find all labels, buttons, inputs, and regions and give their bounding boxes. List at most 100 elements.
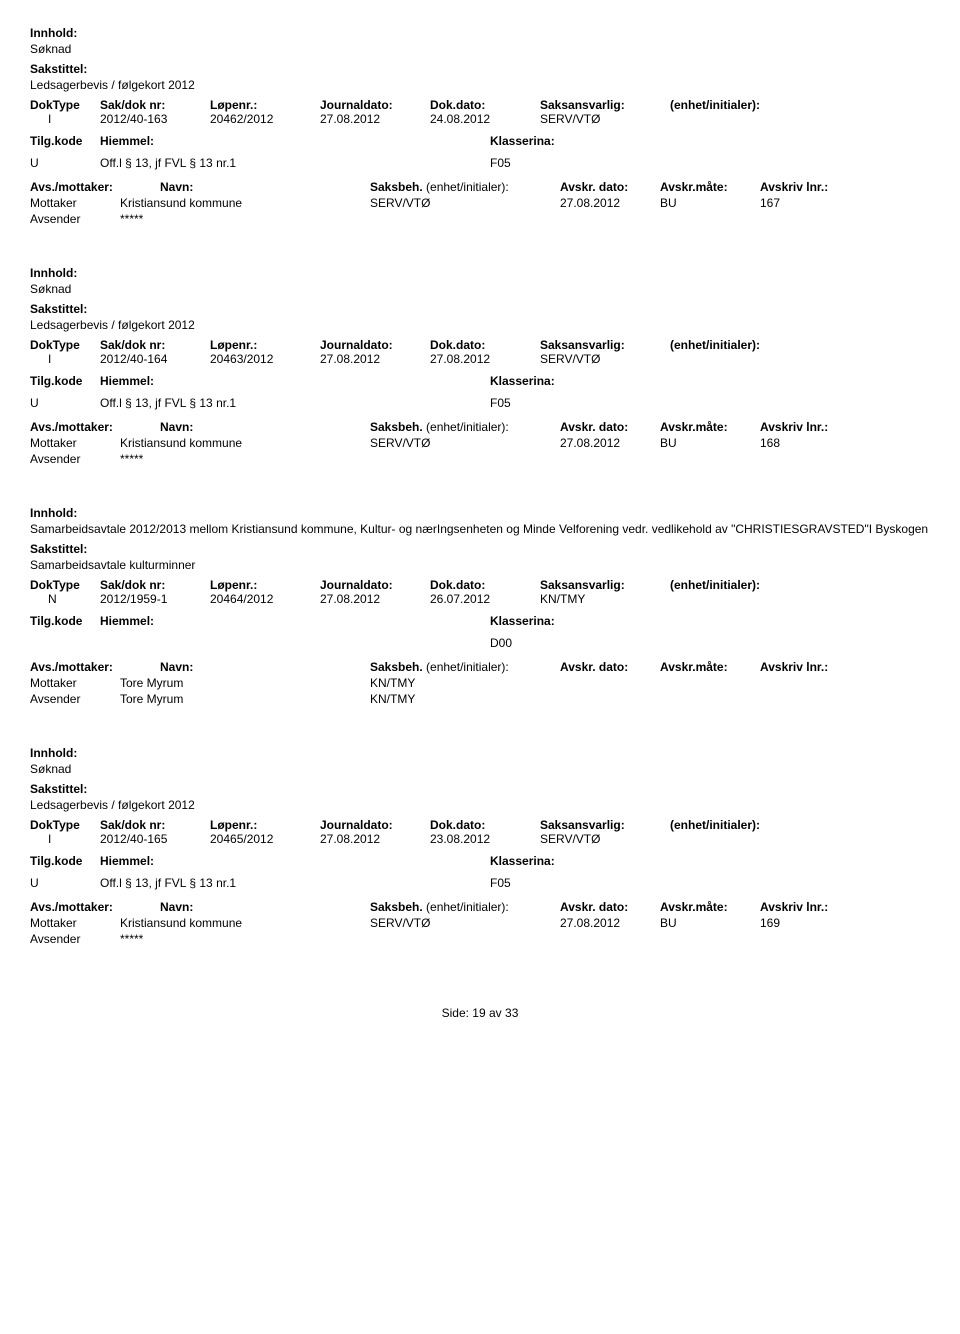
val-dokdato: 27.08.2012	[430, 352, 540, 366]
hdr-enhet-init: (enhet/initialer):	[670, 578, 810, 592]
hdr-hjemmel: Hiemmel:	[100, 614, 490, 628]
hdr-dokdato: Dok.dato:	[430, 578, 540, 592]
val-doktype: I	[30, 112, 100, 126]
party-avskriv-lnr: 168	[760, 436, 860, 450]
hdr-journaldato: Journaldato:	[320, 578, 430, 592]
hdr-dokdato: Dok.dato:	[430, 98, 540, 112]
val-klassering: D00	[490, 636, 610, 650]
hdr-avskr-dato: Avskr. dato:	[560, 420, 660, 434]
hdr-sakdok: Sak/dok nr:	[100, 818, 210, 832]
party-row: Avsender Tore Myrum KN/TMY	[30, 692, 930, 706]
sakstittel-label: Sakstittel:	[30, 62, 930, 76]
val-hjemmel	[100, 636, 490, 650]
hdr-doktype: DokType	[30, 818, 100, 832]
hdr-saksansvarlig: Saksansvarlig:	[540, 98, 670, 112]
hdr-avskriv-lnr: Avskriv lnr.:	[760, 420, 860, 434]
val-sakdok: 2012/40-165	[100, 832, 210, 846]
avsmott-header-row: Avs./mottaker: Navn: Saksbeh. (enhet/ini…	[30, 420, 930, 434]
party-avskriv-lnr: 169	[760, 916, 860, 930]
party-saksbeh: SERV/VTØ	[370, 436, 560, 450]
party-saksbeh	[370, 932, 560, 946]
tilg-data-row: U Off.l § 13, jf FVL § 13 nr.1 F05	[30, 876, 930, 890]
val-klassering: F05	[490, 876, 610, 890]
val-saksansvarlig: SERV/VTØ	[540, 832, 670, 846]
party-saksbeh: KN/TMY	[370, 676, 560, 690]
hdr-klassering: Klasserina:	[490, 134, 610, 148]
hdr-enhet-init: (enhet/initialer):	[670, 818, 810, 832]
val-saksansvarlig: SERV/VTØ	[540, 112, 670, 126]
doc-data-row: I 2012/40-164 20463/2012 27.08.2012 27.0…	[30, 352, 930, 366]
footer-side-label: Side:	[442, 1006, 469, 1020]
hdr-avsmottaker: Avs./mottaker:	[30, 420, 160, 434]
val-klassering: F05	[490, 156, 610, 170]
val-hjemmel: Off.l § 13, jf FVL § 13 nr.1	[100, 876, 490, 890]
party-avskr-mate	[660, 452, 760, 466]
doc-data-row: I 2012/40-163 20462/2012 27.08.2012 24.0…	[30, 112, 930, 126]
hdr-navn: Navn:	[160, 900, 370, 914]
hdr-saksbeh: Saksbeh. (enhet/initialer):	[370, 180, 560, 194]
tilg-header-row: Tilg.kode Hiemmel: Klasserina:	[30, 854, 930, 868]
party-row: Avsender *****	[30, 212, 930, 226]
party-avskriv-lnr	[760, 692, 860, 706]
val-klassering: F05	[490, 396, 610, 410]
val-journaldato: 27.08.2012	[320, 352, 430, 366]
val-dokdato: 24.08.2012	[430, 112, 540, 126]
sakstittel-label: Sakstittel:	[30, 542, 930, 556]
party-avskr-mate: BU	[660, 436, 760, 450]
party-avskr-dato: 27.08.2012	[560, 916, 660, 930]
val-doktype: N	[30, 592, 100, 606]
party-avskr-dato: 27.08.2012	[560, 436, 660, 450]
party-name: *****	[120, 212, 370, 226]
hdr-journaldato: Journaldato:	[320, 818, 430, 832]
party-avskriv-lnr	[760, 452, 860, 466]
hdr-journaldato: Journaldato:	[320, 98, 430, 112]
hdr-saksbeh: Saksbeh. (enhet/initialer):	[370, 420, 560, 434]
party-row: Avsender *****	[30, 932, 930, 946]
hdr-avskr-mate: Avskr.måte:	[660, 180, 760, 194]
val-tilgkode	[30, 636, 100, 650]
innhold-label: Innhold:	[30, 746, 930, 760]
party-avskriv-lnr	[760, 212, 860, 226]
hdr-tilgkode: Tilg.kode	[30, 854, 100, 868]
party-role: Mottaker	[30, 196, 120, 210]
tilg-header-row: Tilg.kode Hiemmel: Klasserina:	[30, 614, 930, 628]
hdr-hjemmel: Hiemmel:	[100, 374, 490, 388]
hdr-klassering: Klasserina:	[490, 614, 610, 628]
hdr-avskr-mate: Avskr.måte:	[660, 420, 760, 434]
innhold-text: Søknad	[30, 282, 930, 296]
party-role: Avsender	[30, 212, 120, 226]
hdr-tilgkode: Tilg.kode	[30, 614, 100, 628]
party-avskr-dato	[560, 932, 660, 946]
party-saksbeh: SERV/VTØ	[370, 916, 560, 930]
journal-entry: Innhold: Søknad Sakstittel: Ledsagerbevi…	[30, 26, 930, 226]
hdr-saksbeh: Saksbeh. (enhet/initialer):	[370, 900, 560, 914]
party-saksbeh	[370, 452, 560, 466]
hdr-avskr-dato: Avskr. dato:	[560, 180, 660, 194]
party-row: Mottaker Kristiansund kommune SERV/VTØ 2…	[30, 196, 930, 210]
hdr-navn: Navn:	[160, 660, 370, 674]
party-role: Avsender	[30, 452, 120, 466]
sakstittel-text: Ledsagerbevis / følgekort 2012	[30, 318, 930, 332]
val-lopenr: 20462/2012	[210, 112, 320, 126]
innhold-label: Innhold:	[30, 266, 930, 280]
footer-total: 33	[505, 1006, 518, 1020]
val-journaldato: 27.08.2012	[320, 832, 430, 846]
doc-header-row: DokType Sak/dok nr: Løpenr.: Journaldato…	[30, 98, 930, 112]
val-sakdok: 2012/40-164	[100, 352, 210, 366]
innhold-text: Samarbeidsavtale 2012/2013 mellom Kristi…	[30, 522, 930, 536]
hdr-doktype: DokType	[30, 98, 100, 112]
hdr-avsmottaker: Avs./mottaker:	[30, 180, 160, 194]
party-avskriv-lnr	[760, 932, 860, 946]
party-avskr-mate: BU	[660, 196, 760, 210]
party-saksbeh	[370, 212, 560, 226]
party-name: Kristiansund kommune	[120, 436, 370, 450]
innhold-text: Søknad	[30, 762, 930, 776]
party-name: *****	[120, 452, 370, 466]
hdr-enhet-init: (enhet/initialer):	[670, 98, 810, 112]
hdr-sakdok: Sak/dok nr:	[100, 578, 210, 592]
sakstittel-text: Samarbeidsavtale kulturminner	[30, 558, 930, 572]
val-dokdato: 23.08.2012	[430, 832, 540, 846]
innhold-label: Innhold:	[30, 26, 930, 40]
sakstittel-label: Sakstittel:	[30, 782, 930, 796]
tilg-header-row: Tilg.kode Hiemmel: Klasserina:	[30, 134, 930, 148]
